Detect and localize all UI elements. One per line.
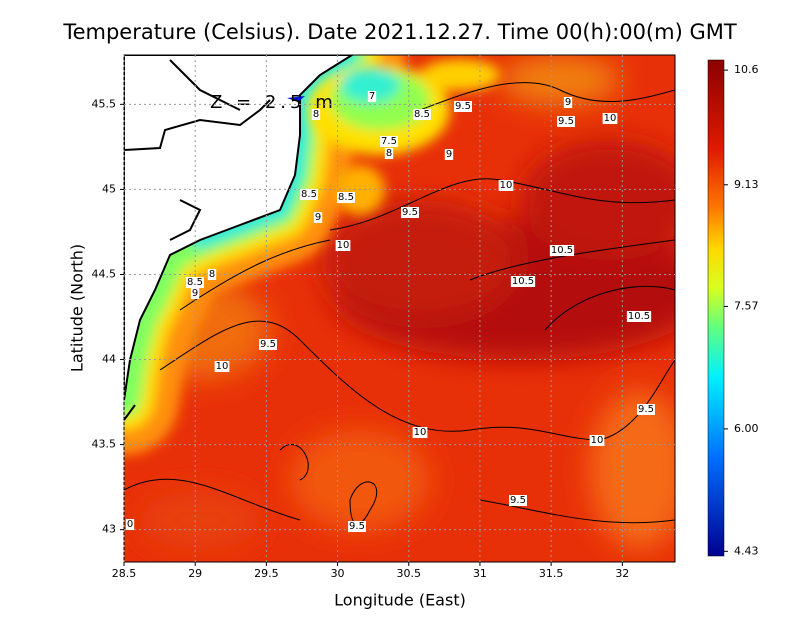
y-tick-label: 45 bbox=[102, 182, 116, 195]
contour-label: 8 bbox=[313, 109, 319, 120]
contour-label: 10 bbox=[591, 435, 604, 446]
contour-label: 7.5 bbox=[381, 136, 397, 147]
contour-label-bg bbox=[259, 339, 277, 350]
contour-label: 8.5 bbox=[414, 109, 430, 120]
contour-label: 7 bbox=[369, 91, 375, 102]
contour-label: 10 bbox=[500, 180, 513, 191]
contour-label: 9.5 bbox=[402, 207, 418, 218]
y-tick-label: 43.5 bbox=[92, 438, 117, 451]
contour-label: 10 bbox=[216, 361, 229, 372]
contour-label-bg bbox=[498, 180, 514, 191]
x-tick-label: 30.5 bbox=[397, 567, 422, 580]
x-axis-label: Longitude (East) bbox=[334, 591, 466, 610]
contour-label-bg bbox=[626, 311, 652, 322]
contour-label: 9.5 bbox=[510, 495, 526, 506]
x-tick-label: 31 bbox=[473, 567, 487, 580]
contour-label-bg bbox=[637, 404, 655, 415]
contour-label: 8 bbox=[209, 269, 215, 280]
contour-label: 10.5 bbox=[551, 245, 573, 256]
contour-label-bg bbox=[413, 109, 431, 120]
contour-label-bg bbox=[337, 192, 355, 203]
contour-label: 9 bbox=[446, 149, 452, 160]
contour-label: 8.5 bbox=[301, 189, 317, 200]
contour-label: 10.5 bbox=[512, 276, 534, 287]
contour-label: 8.5 bbox=[187, 277, 203, 288]
title: Temperature (Celsius). Date 2021.12.27. … bbox=[62, 20, 737, 44]
y-tick-label: 44.5 bbox=[92, 267, 117, 280]
contour-label: 10 bbox=[604, 113, 617, 124]
contour-label: 10.5 bbox=[628, 311, 650, 322]
contour-label-bg bbox=[510, 276, 536, 287]
colorbar-tick-label: 4.43 bbox=[734, 544, 759, 557]
contour-label-bg bbox=[401, 207, 419, 218]
contour-label: 9.5 bbox=[558, 116, 574, 127]
contour-label: 9 bbox=[315, 212, 321, 223]
contour-label-bg bbox=[214, 361, 230, 372]
colorbar-tick-label: 7.57 bbox=[734, 299, 759, 312]
contour-label-bg bbox=[412, 427, 428, 438]
contour-label-bg bbox=[190, 288, 200, 299]
contour-label-bg bbox=[563, 97, 573, 108]
x-tick-label: 31.5 bbox=[539, 567, 564, 580]
contour-label: 10 bbox=[414, 427, 427, 438]
colorbar bbox=[707, 59, 725, 557]
contour-label: 9.5 bbox=[638, 404, 654, 415]
colorbar-tick-label: 6.00 bbox=[734, 422, 759, 435]
x-tick-label: 30 bbox=[331, 567, 345, 580]
y-tick-label: 43 bbox=[102, 523, 116, 536]
contour-label: 8 bbox=[386, 148, 392, 159]
contour-label: 9.5 bbox=[349, 521, 365, 532]
contour-label: 0 bbox=[127, 519, 133, 530]
x-tick-label: 29.5 bbox=[254, 567, 279, 580]
contour-label-bg bbox=[454, 101, 472, 112]
contour-label-bg bbox=[444, 149, 454, 160]
contour-label-bg bbox=[335, 240, 351, 251]
contour-label-bg bbox=[207, 269, 217, 280]
colorbar-tick-label: 9.13 bbox=[734, 178, 759, 191]
contour-label-bg bbox=[311, 109, 321, 120]
contour-label-bg bbox=[557, 116, 575, 127]
contour-label: 9.5 bbox=[260, 339, 276, 350]
contour-label-bg bbox=[125, 519, 135, 530]
contour-label-bg bbox=[384, 148, 394, 159]
contour-label: 9 bbox=[192, 288, 198, 299]
y-axis-label: Latitude (North) bbox=[68, 244, 87, 372]
contour-label-bg bbox=[589, 435, 605, 446]
contour-label-bg bbox=[549, 245, 575, 256]
x-tick-label: 29 bbox=[188, 567, 202, 580]
contour-label: 9 bbox=[565, 97, 571, 108]
x-tick-label: 32 bbox=[615, 567, 629, 580]
contour-label: 8.5 bbox=[338, 192, 354, 203]
contour-label-bg bbox=[186, 277, 204, 288]
contour-label-bg bbox=[367, 91, 377, 102]
y-tick-label: 44 bbox=[102, 353, 116, 366]
contour-label-bg bbox=[380, 136, 398, 147]
contour-label-bg bbox=[300, 189, 318, 200]
contour-label-bg bbox=[313, 212, 323, 223]
contour-label: 9.5 bbox=[455, 101, 471, 112]
y-tick-label: 45.5 bbox=[92, 97, 117, 110]
contour-label: 10 bbox=[337, 240, 350, 251]
depth-label: Z = 2.5 m bbox=[210, 92, 337, 113]
x-tick-label: 28.5 bbox=[112, 567, 137, 580]
temperature-field bbox=[124, 55, 675, 562]
contour-label-bg bbox=[348, 521, 366, 532]
contour-label-bg bbox=[509, 495, 527, 506]
plot-frame bbox=[123, 54, 676, 563]
contour-label-bg bbox=[602, 113, 618, 124]
colorbar-tick-label: 10.6 bbox=[734, 63, 759, 76]
